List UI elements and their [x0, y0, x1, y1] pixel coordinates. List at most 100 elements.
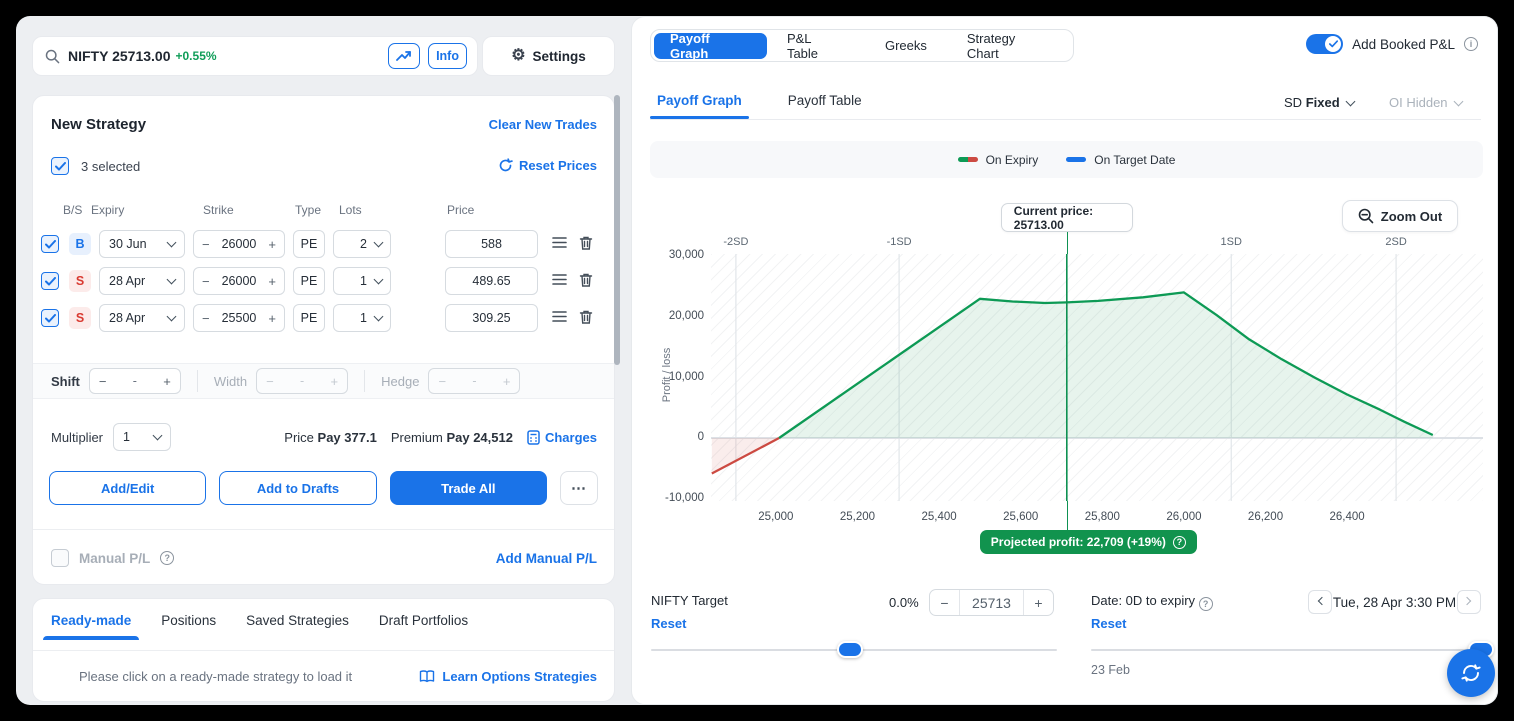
current-price-label: Current price: 25713.00: [1000, 203, 1133, 232]
target-value[interactable]: 25713: [959, 590, 1024, 615]
tab-draft-portfolios[interactable]: Draft Portfolios: [378, 613, 469, 628]
chevron-down-icon: [166, 274, 177, 285]
delete-leg-icon[interactable]: [579, 272, 593, 288]
reset-prices-link[interactable]: Reset Prices: [498, 158, 597, 173]
depth-icon[interactable]: [552, 273, 567, 286]
leg-checkbox[interactable]: [41, 309, 59, 327]
minus-button[interactable]: −: [202, 310, 210, 326]
divider: [196, 370, 198, 392]
col-type: Type: [295, 203, 322, 217]
zoom-out-button[interactable]: Zoom Out: [1342, 200, 1458, 232]
expiry-select[interactable]: 28 Apr: [99, 267, 185, 295]
plus-button[interactable]: +: [1034, 594, 1043, 611]
help-icon[interactable]: ?: [1198, 597, 1213, 611]
subtab-payoff-graph[interactable]: Payoff Graph: [650, 93, 749, 119]
y-tick: 30,000: [668, 249, 704, 262]
tab-greeks[interactable]: Greeks: [884, 38, 927, 53]
trade-all-button[interactable]: Trade All: [389, 471, 547, 505]
help-icon[interactable]: ?: [160, 551, 175, 565]
strike-stepper[interactable]: −26000 +: [193, 230, 285, 258]
tab-saved-strategies[interactable]: Saved Strategies: [246, 613, 349, 628]
charges-link[interactable]: Charges: [527, 430, 597, 445]
target-date-swatch: [1066, 157, 1087, 162]
tab-payoff-graph[interactable]: Payoff Graph: [654, 31, 767, 61]
leg-checkbox[interactable]: [41, 235, 59, 253]
side-badge[interactable]: S: [69, 307, 91, 329]
manual-pl-checkbox[interactable]: [51, 549, 69, 567]
expiry-swatch: [957, 157, 978, 162]
plus-button[interactable]: +: [268, 310, 276, 326]
side-badge[interactable]: S: [69, 270, 91, 292]
payoff-chart[interactable]: [711, 254, 1483, 501]
depth-icon[interactable]: [552, 310, 567, 323]
expiry-select[interactable]: 30 Jun: [99, 230, 185, 258]
chevron-down-icon: [373, 311, 384, 322]
target-reset-link[interactable]: Reset: [651, 616, 687, 631]
tab-positions[interactable]: Positions: [161, 613, 217, 628]
price-input[interactable]: 489.65: [445, 267, 538, 295]
add-booked-pl-toggle[interactable]: [1306, 34, 1344, 54]
shift-label: Shift: [51, 373, 80, 389]
info-icon[interactable]: i: [1464, 37, 1478, 51]
date-next-button[interactable]: [1456, 590, 1481, 614]
ready-made-hint: Please click on a ready-made strategy to…: [79, 668, 353, 684]
date-slider-track[interactable]: [1091, 649, 1481, 651]
x-tick: 25,800: [1084, 511, 1120, 523]
scrollbar-thumb[interactable]: [614, 95, 620, 365]
chart-legend: On Expiry On Target Date: [650, 141, 1483, 178]
minus-button[interactable]: −: [202, 273, 210, 289]
date-reset-link[interactable]: Reset: [1091, 616, 1127, 631]
tab-ready-made[interactable]: Ready-made: [42, 613, 140, 640]
more-options-button[interactable]: ⋯: [559, 471, 598, 505]
add-manual-pl-link[interactable]: Add Manual P/L: [495, 550, 597, 566]
add-edit-button[interactable]: Add/Edit: [49, 471, 207, 505]
learn-options-link[interactable]: Learn Options Strategies: [419, 669, 597, 684]
leg-checkbox[interactable]: [41, 272, 59, 290]
option-type[interactable]: PE: [293, 267, 325, 295]
lots-select[interactable]: 2: [333, 230, 391, 258]
info-button[interactable]: Info: [428, 43, 467, 69]
add-to-drafts-button[interactable]: Add to Drafts: [219, 471, 377, 505]
depth-icon[interactable]: [552, 236, 567, 249]
tab-strategy-chart[interactable]: Strategy Chart: [966, 30, 1016, 61]
option-type[interactable]: PE: [293, 230, 325, 258]
delete-leg-icon[interactable]: [579, 235, 593, 251]
col-price: Price: [447, 203, 475, 217]
shift-stepper[interactable]: − - +: [88, 368, 181, 394]
price-input[interactable]: 588: [445, 230, 538, 258]
clear-new-trades-link[interactable]: Clear New Trades: [488, 117, 597, 132]
minus-button[interactable]: −: [940, 594, 949, 611]
legend-on-target-date: On Target Date: [1066, 153, 1175, 167]
strike-stepper[interactable]: −25500 +: [193, 304, 285, 332]
subtab-payoff-table[interactable]: Payoff Table: [787, 93, 862, 108]
plus-button[interactable]: +: [268, 273, 276, 289]
lots-select[interactable]: 1: [333, 304, 391, 332]
delete-leg-icon[interactable]: [579, 309, 593, 325]
select-all-checkbox[interactable]: [51, 157, 69, 175]
minus-button[interactable]: −: [202, 236, 210, 252]
price-input[interactable]: 309.25: [445, 304, 538, 332]
help-icon[interactable]: ?: [1172, 535, 1186, 549]
plus-button[interactable]: +: [268, 236, 276, 252]
plus-button[interactable]: +: [163, 373, 171, 389]
sd-dropdown[interactable]: SD Fixed: [1284, 95, 1356, 110]
chart-button[interactable]: [388, 43, 421, 69]
target-stepper[interactable]: − 25713 +: [929, 589, 1054, 616]
book-icon: [420, 669, 435, 682]
side-badge[interactable]: B: [69, 233, 91, 255]
target-slider-handle[interactable]: [836, 641, 863, 658]
instrument-search-bar[interactable]: NIFTY 25713.00 +0.55% Info: [32, 36, 478, 76]
settings-button[interactable]: ⚙ Settings: [482, 36, 615, 76]
multiplier-select[interactable]: 1: [113, 423, 172, 451]
option-type[interactable]: PE: [293, 304, 325, 332]
date-prev-button[interactable]: [1308, 590, 1332, 614]
tab-pl-table[interactable]: P&L Table: [786, 30, 819, 61]
strike-stepper[interactable]: −26000 +: [193, 267, 285, 295]
expiry-select[interactable]: 28 Apr: [99, 304, 185, 332]
projected-profit-badge[interactable]: Projected profit: 22,709 (+19%) ?: [979, 530, 1197, 554]
refresh-fab[interactable]: [1447, 649, 1495, 697]
left-panel: NIFTY 25713.00 +0.55% Info ⚙ Settings Ne…: [32, 16, 631, 705]
oi-dropdown[interactable]: OI Hidden: [1389, 95, 1463, 110]
lots-select[interactable]: 1: [333, 267, 391, 295]
minus-button[interactable]: −: [98, 373, 107, 389]
